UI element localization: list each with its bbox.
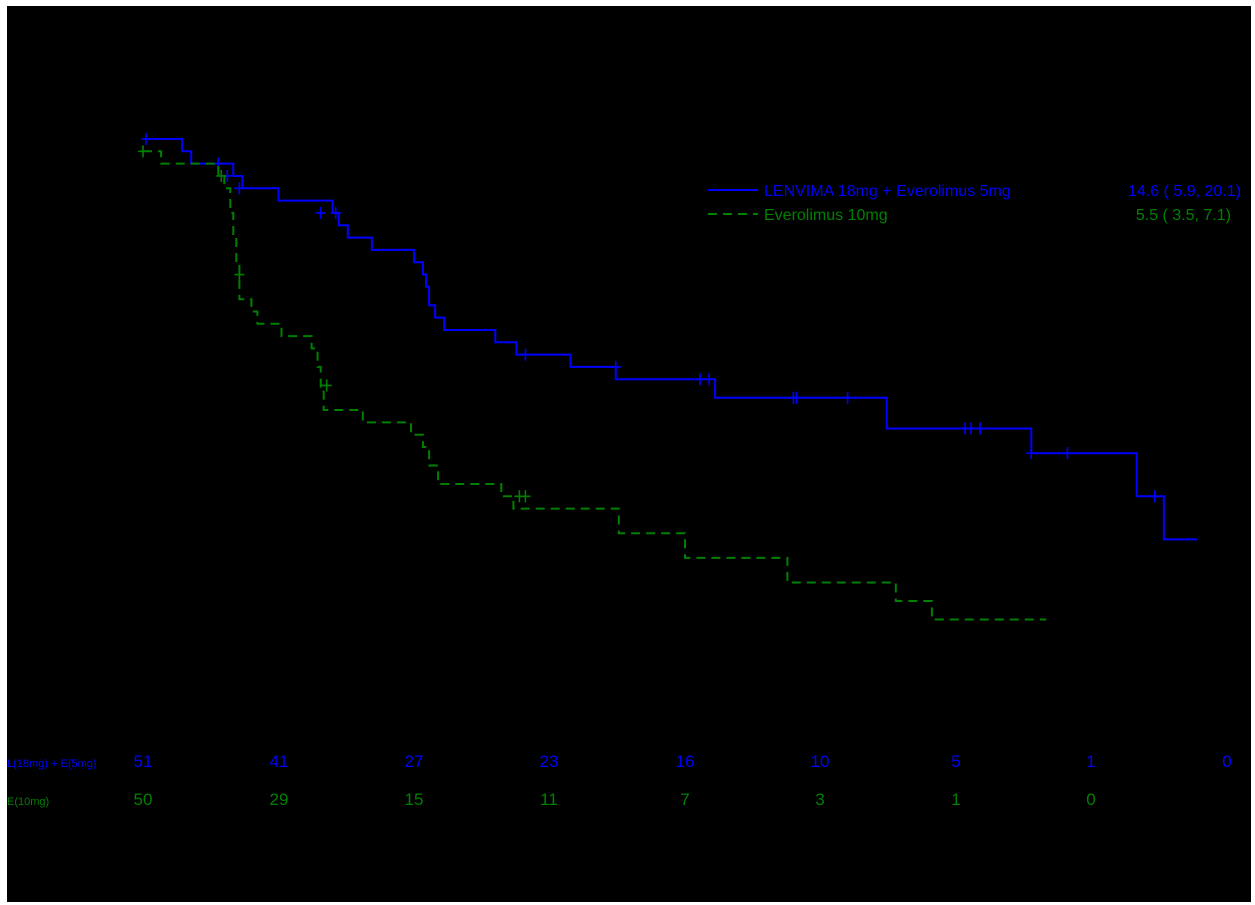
censor-mark-lenvima [695,373,706,386]
censor-mark-lenvima [975,422,986,435]
risk-count-lenvima: 27 [405,752,424,771]
legend-label-everolimus: Everolimus 10mg [764,207,888,224]
risk-counts-everolimus: 50 29 15 11 7 3 1 0 [134,790,1096,809]
risk-count-lenvima: 23 [540,752,559,771]
risk-count-lenvima: 41 [270,752,289,771]
censor-mark-lenvima [1149,490,1160,503]
censor-mark-lenvima [791,391,802,404]
censor-mark-lenvima [966,422,977,435]
series-everolimus [138,145,1047,621]
risk-count-everolimus: 29 [270,790,289,809]
censor-mark-everolimus [216,169,227,182]
survival-line-everolimus [143,150,1047,621]
risk-count-lenvima: 5 [951,752,960,771]
risk-count-lenvima: 51 [134,752,153,771]
censor-mark-lenvima [1026,447,1037,460]
legend-summary-lenvima: 14.6 ( 5.9, 20.1) [1128,183,1241,200]
risk-count-everolimus: 3 [815,790,824,809]
risk-count-lenvima: 0 [1222,752,1231,771]
censor-mark-lenvima [610,360,621,373]
risk-table: L(18mg) + E(5mg) E(10mg) 51 41 27 23 16 10 5 1 0… [7,752,1232,809]
series-lenvima [141,133,1197,541]
censor-mark-lenvima [315,206,326,219]
censor-mark-everolimus [520,490,531,503]
censor-mark-everolimus [321,379,332,392]
risk-count-everolimus: 15 [405,790,424,809]
censor-mark-lenvima [842,391,853,404]
survival-curves [138,133,1197,621]
risk-count-everolimus: 7 [680,790,689,809]
censor-mark-lenvima [1062,447,1073,460]
risk-count-everolimus: 0 [1086,790,1095,809]
risk-count-everolimus: 11 [540,790,558,809]
censor-mark-lenvima [234,182,245,195]
legend-summary-everolimus: 5.5 ( 3.5, 7.1) [1136,207,1231,224]
censor-mark-everolimus [234,268,245,281]
risk-count-lenvima: 16 [676,752,695,771]
risk-count-lenvima: 1 [1086,752,1095,771]
legend: LENVIMA 18mg + Everolimus 5mg 14.6 ( 5.9… [708,183,1241,224]
legend-label-lenvima: LENVIMA 18mg + Everolimus 5mg [764,183,1011,200]
censor-mark-lenvima [330,206,341,219]
risk-row-label-lenvima: L(18mg) + E(5mg) [7,758,97,770]
risk-row-label-everolimus: E(10mg) [7,796,49,808]
censor-mark-lenvima [704,373,715,386]
censor-mark-everolimus [138,145,148,158]
risk-counts-lenvima: 51 41 27 23 16 10 5 1 0 [134,752,1232,771]
risk-count-lenvima: 10 [811,752,830,771]
risk-count-everolimus: 1 [951,790,960,809]
survival-line-lenvima [143,138,1197,541]
censor-mark-lenvima [520,348,531,361]
censor-mark-lenvima [141,133,152,145]
risk-count-everolimus: 50 [134,790,153,809]
